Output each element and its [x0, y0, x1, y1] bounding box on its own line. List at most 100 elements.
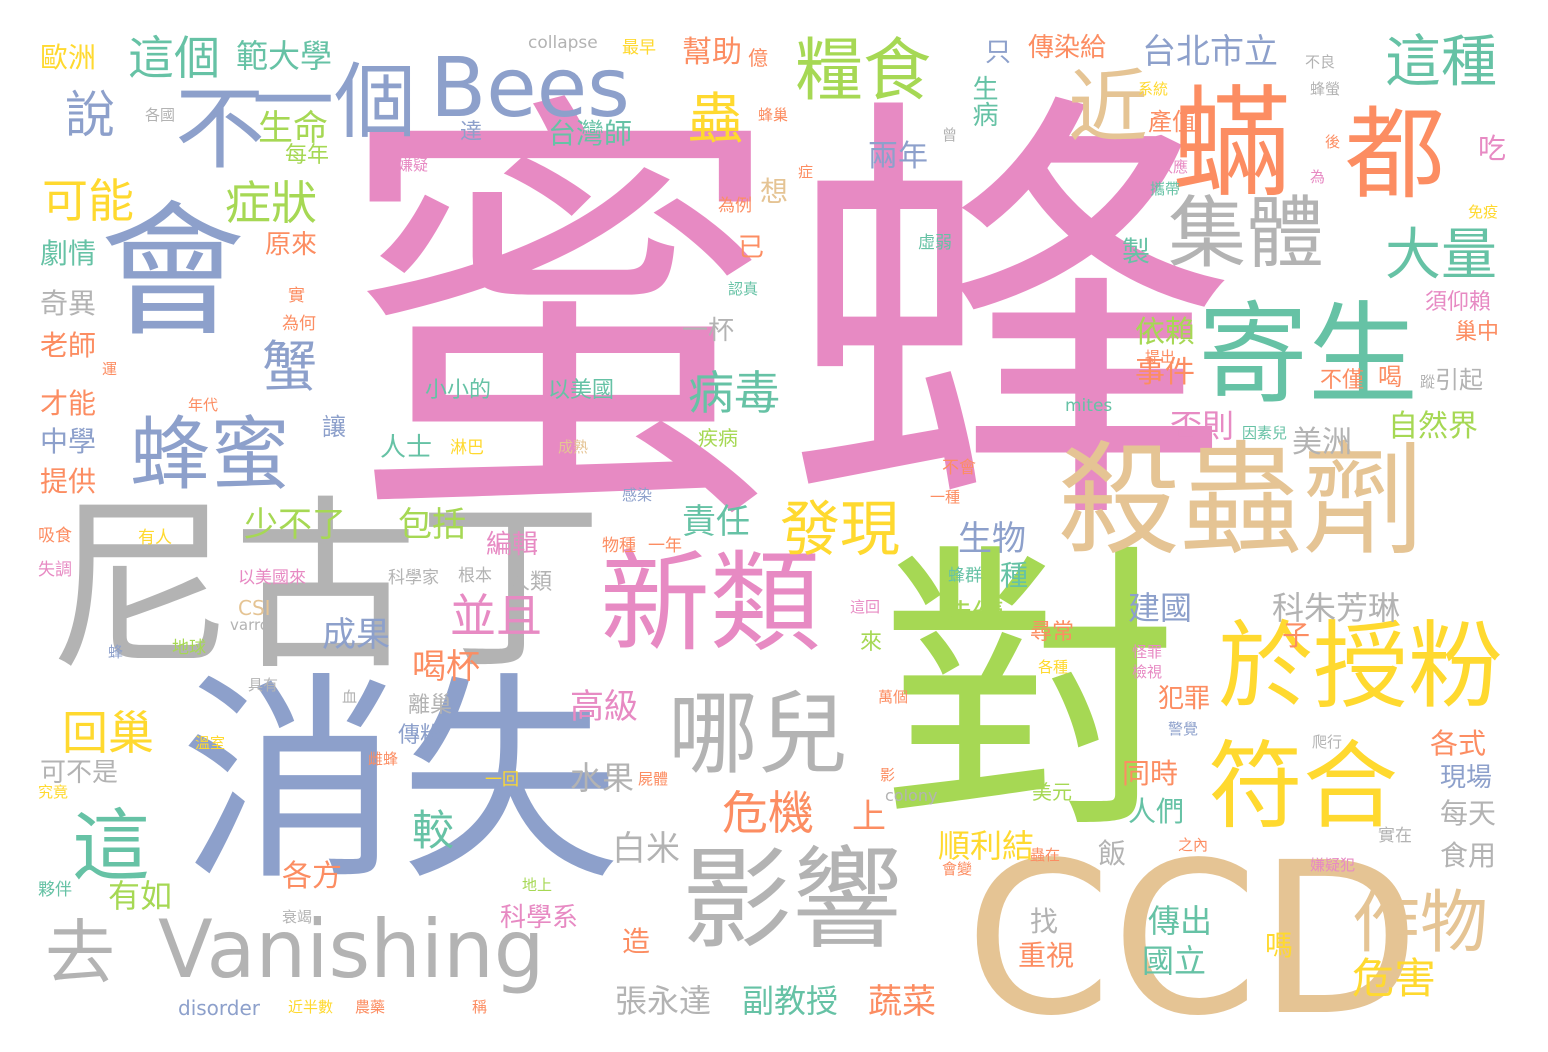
cloud-word: 食用 — [1440, 839, 1497, 872]
cloud-word: 怪罪 — [1132, 643, 1163, 661]
cloud-word: 可不是 — [40, 758, 119, 788]
cloud-word: 對 — [880, 520, 1180, 869]
cloud-word: 科朱芳琳 — [1272, 589, 1401, 627]
cloud-word: 依賴 — [1135, 315, 1195, 350]
cloud-word: 責任 — [682, 502, 750, 542]
cloud-word: 尋常 — [1030, 620, 1075, 645]
cloud-word: 每天 — [1440, 797, 1497, 830]
cloud-word: 順利結 — [938, 827, 1035, 865]
cloud-word: 喝杯 — [412, 647, 480, 687]
cloud-word: 曾 — [942, 126, 958, 144]
cloud-word: 實在 — [1378, 826, 1412, 846]
cloud-word: 各式 — [1430, 727, 1487, 760]
cloud-word: 歐洲 — [40, 41, 97, 74]
cloud-word: 具有 — [248, 676, 279, 694]
cloud-word: 作物 — [1352, 884, 1489, 963]
cloud-word: 上 — [852, 797, 886, 837]
cloud-word: 這個 — [128, 31, 220, 85]
cloud-word: 新類 — [600, 539, 820, 667]
cloud-word: mites — [1065, 396, 1113, 416]
cloud-word: 人們 — [1128, 795, 1185, 828]
cloud-word: 成熟 — [558, 438, 589, 456]
cloud-word: 為 — [1310, 168, 1326, 186]
cloud-word: 生物 — [958, 519, 1026, 559]
cloud-word: 生命 — [258, 109, 329, 149]
cloud-word: 危害 — [1352, 954, 1437, 1003]
cloud-word: 蜂螢 — [1310, 80, 1341, 98]
cloud-word: 副教授 — [742, 982, 839, 1020]
cloud-word: 蜂巢 — [758, 106, 789, 124]
cloud-word: 各國 — [145, 106, 176, 124]
cloud-word: 台灣師 — [548, 117, 633, 150]
cloud-word: 會變 — [942, 860, 973, 878]
cloud-word: 須仰賴 — [1425, 290, 1492, 315]
cloud-word: 種 — [1000, 559, 1029, 592]
cloud-word: 傳粉 — [398, 723, 443, 748]
cloud-word: 衰竭 — [282, 908, 313, 926]
cloud-word: 蜂蜜 — [130, 408, 290, 501]
cloud-word: 符合 — [1208, 732, 1399, 842]
cloud-word: 小小的 — [425, 378, 492, 403]
cloud-word: 編輯 — [486, 530, 539, 560]
cloud-word: disorder — [178, 996, 261, 1020]
cloud-word: 回巢 — [62, 706, 154, 760]
cloud-word: 來 — [860, 630, 883, 655]
cloud-word: 免疫 — [1468, 203, 1499, 221]
cloud-word: 蟲在 — [1030, 846, 1061, 864]
cloud-word: 喝 — [1378, 363, 1402, 391]
cloud-word: 病毒 — [688, 366, 780, 420]
cloud-word: 運 — [102, 360, 118, 378]
cloud-word: collapse — [528, 33, 598, 53]
cloud-word: 說 — [65, 86, 115, 144]
cloud-word: 不僅 — [1320, 368, 1365, 393]
cloud-word: 高級 — [570, 687, 638, 727]
cloud-word: 集體 — [1168, 189, 1325, 279]
cloud-word: 一年 — [648, 536, 682, 556]
cloud-word: 近半數 — [288, 998, 334, 1016]
cloud-word: 巢中 — [1455, 320, 1500, 345]
cloud-word: 嫌疑犯 — [1310, 856, 1356, 874]
cloud-word: 這種 — [1385, 30, 1497, 95]
cloud-word: 後 — [1325, 133, 1341, 151]
cloud-word: 不會 — [942, 458, 976, 478]
cloud-word: 白米 — [612, 829, 680, 869]
cloud-word: 想 — [760, 175, 789, 208]
cloud-word: 嫌疑 — [398, 156, 429, 174]
cloud-word: 可能 — [42, 174, 134, 228]
cloud-word: 人類 — [508, 570, 553, 595]
cloud-word: 劇情 — [40, 237, 97, 270]
cloud-word: 國立 — [1142, 942, 1207, 980]
cloud-word: 水果 — [570, 759, 635, 797]
cloud-word: 大量 — [1385, 223, 1497, 288]
cloud-word: 傳染給 — [1028, 33, 1107, 63]
cloud-word: 現場 — [1440, 763, 1493, 793]
cloud-word: 讓 — [322, 413, 346, 441]
cloud-word: 根本 — [458, 566, 492, 586]
cloud-word: 夥伴 — [38, 880, 72, 900]
cloud-word: 每年 — [285, 143, 330, 168]
cloud-word: 糧食 — [795, 32, 932, 111]
cloud-word: 有如 — [108, 877, 173, 915]
cloud-word: 以美國 — [548, 378, 615, 403]
cloud-word: 提供 — [40, 465, 97, 498]
cloud-word: 這回 — [850, 598, 881, 616]
cloud-word: 一杯 — [682, 316, 735, 346]
cloud-word: 虛弱 — [918, 233, 952, 253]
cloud-word: 產值 — [1148, 108, 1196, 136]
cloud-word: 才能 — [40, 387, 97, 420]
cloud-word: 傳出 — [1148, 902, 1213, 940]
cloud-word: 影 — [880, 766, 896, 784]
cloud-word: 去 — [45, 912, 115, 994]
cloud-word: 各方 — [282, 859, 342, 894]
cloud-word: 範大學 — [236, 37, 333, 75]
cloud-word: 子 — [1282, 619, 1311, 652]
cloud-word: 血 — [342, 688, 358, 706]
cloud-word: 美元 — [1032, 780, 1072, 804]
cloud-word: 效應 — [1158, 158, 1189, 176]
cloud-word: 蔬菜 — [868, 982, 936, 1022]
cloud-word: 生病 — [968, 75, 998, 127]
cloud-word: 蜂 — [108, 643, 124, 661]
cloud-word: 張永達 — [615, 982, 712, 1020]
cloud-word: 殺蟲劑 — [1058, 430, 1424, 572]
cloud-word: 一回 — [485, 770, 519, 790]
